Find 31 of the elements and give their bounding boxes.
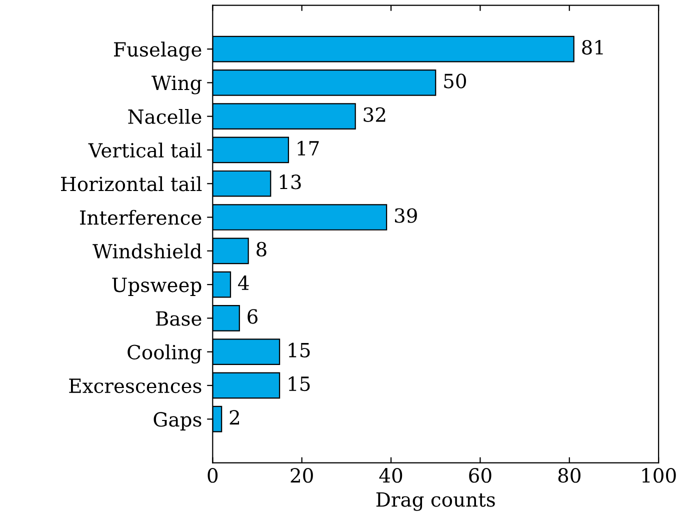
x-tick-label: 100 — [642, 468, 676, 483]
data-label: 2 — [230, 410, 239, 424]
x-tick-label: 20 — [290, 468, 313, 483]
y-tick-label: Gaps — [154, 412, 202, 431]
y-tick-label: Vertical tail — [88, 142, 202, 158]
data-label: 17 — [298, 140, 319, 156]
y-tick-label: Interference — [80, 210, 202, 225]
y-tick-label: Cooling — [128, 344, 202, 364]
data-label: 15 — [288, 342, 310, 358]
y-tick-label: Wing — [152, 76, 202, 94]
y-tick-label: Upsweep — [112, 278, 202, 296]
y-tick-label: Excrescences — [69, 378, 202, 394]
data-label: 32 — [364, 107, 386, 122]
data-label: 13 — [280, 174, 301, 190]
data-label: 39 — [394, 208, 417, 223]
x-tick-label: 60 — [469, 468, 492, 483]
data-label: 8 — [256, 242, 266, 257]
data-label: 4 — [238, 275, 249, 290]
x-tick-label: 80 — [558, 468, 580, 483]
y-tick-label: Base — [156, 311, 202, 326]
y-tick-label: Horizontal tail — [61, 176, 202, 192]
y-tick-label: Fuselage — [114, 42, 202, 61]
x-tick-label: 0 — [208, 468, 218, 483]
y-tick-label: Windshield — [92, 244, 202, 259]
data-label: 50 — [444, 74, 466, 88]
data-label: 81 — [582, 40, 603, 55]
data-label: 6 — [248, 309, 258, 324]
y-tick-label: Nacelle — [128, 108, 202, 124]
x-axis-title: Drag counts — [376, 492, 495, 511]
data-label: 15 — [288, 376, 310, 392]
x-tick-label: 40 — [379, 468, 402, 483]
